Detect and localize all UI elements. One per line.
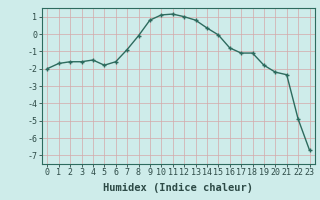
X-axis label: Humidex (Indice chaleur): Humidex (Indice chaleur) (103, 183, 253, 193)
